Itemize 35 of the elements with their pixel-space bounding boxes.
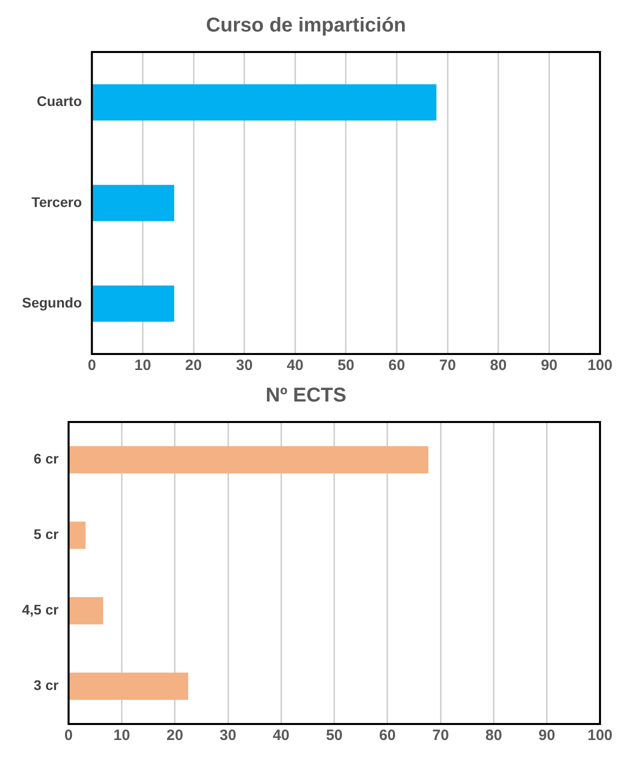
x-tick-label: 70 — [432, 727, 449, 744]
x-tick-label: 10 — [113, 727, 130, 744]
y-tick-label: Tercero — [32, 194, 82, 210]
x-tick-label: 20 — [185, 357, 202, 374]
x-tick-label: 20 — [166, 727, 184, 744]
y-tick-label: 5 cr — [34, 526, 60, 542]
y-tick-label: 3 cr — [34, 677, 60, 694]
y-tick-label: 6 cr — [34, 450, 60, 467]
x-tick-label: 60 — [388, 357, 406, 374]
x-tick-label: 0 — [88, 357, 96, 374]
x-tick-label: 50 — [326, 727, 343, 744]
y-tick-label: 4,5 cr — [22, 602, 60, 618]
x-tick-label: 80 — [490, 357, 507, 374]
x-tick-label: 40 — [286, 357, 304, 374]
y-tick-label: Segundo — [22, 294, 82, 311]
x-tick-label: 90 — [538, 727, 556, 744]
x-tick-label: 10 — [134, 357, 152, 374]
y-tick-label: Cuarto — [36, 93, 82, 110]
x-tick-label: 80 — [485, 727, 502, 744]
x-tick-label: 100 — [587, 727, 613, 744]
x-tick-label: 60 — [379, 727, 396, 744]
bar — [69, 672, 188, 700]
x-tick-label: 40 — [272, 727, 290, 744]
x-tick-label: 30 — [220, 727, 236, 744]
x-tick-label: 30 — [236, 357, 253, 374]
chart-title: Curso de impartición — [206, 14, 406, 37]
x-tick-label: 50 — [338, 357, 354, 374]
bar — [69, 522, 86, 549]
x-tick-label: 100 — [587, 357, 613, 374]
x-tick-label: 70 — [439, 357, 456, 374]
bar — [69, 446, 428, 474]
x-tick-label: 90 — [540, 357, 558, 374]
chart-title: Nº ECTS — [266, 384, 346, 407]
bar — [69, 597, 104, 624]
x-tick-label: 0 — [64, 727, 73, 744]
